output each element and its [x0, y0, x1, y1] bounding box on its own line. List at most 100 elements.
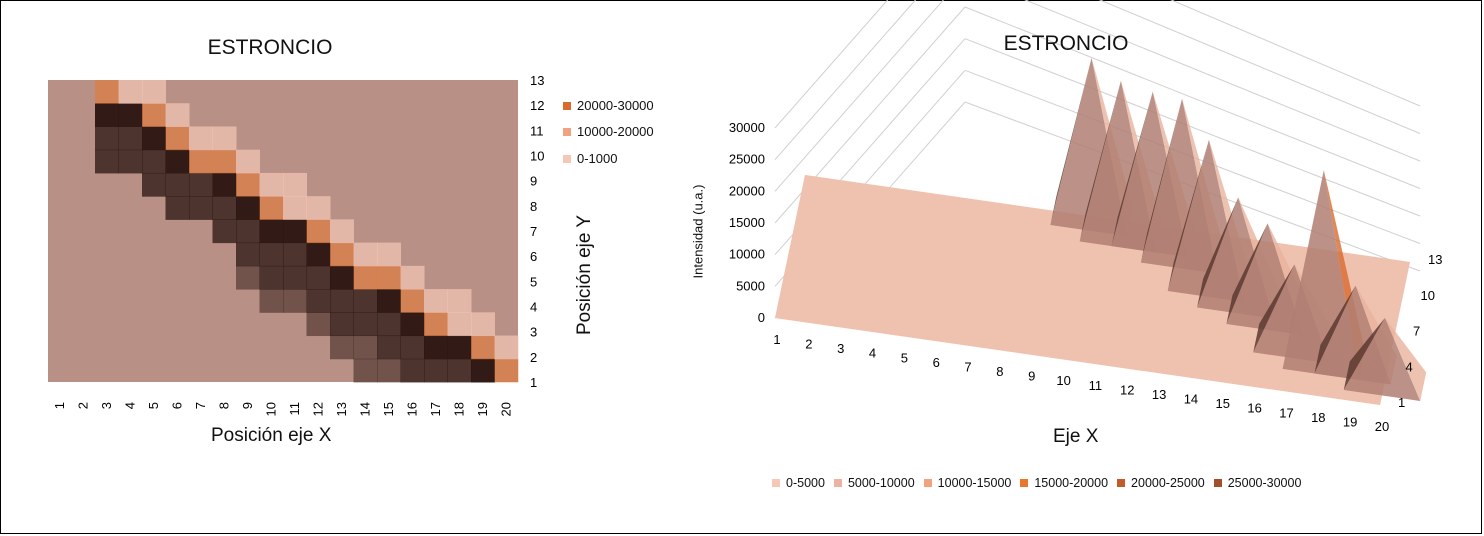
- surface-x-tick: 12: [1120, 382, 1134, 397]
- surface-floor: [775, 175, 1410, 405]
- heatmap-x-tick: 11: [287, 402, 302, 416]
- heatmap-cell: [95, 103, 119, 127]
- heatmap-cell: [212, 172, 237, 197]
- surface-z-tick: 30000: [729, 120, 765, 135]
- surface-depth-tick: 4: [1406, 359, 1413, 374]
- heatmap-cell: [95, 126, 119, 151]
- heatmap-cell: [259, 172, 284, 197]
- heatmap-x-tick: 17: [428, 402, 443, 416]
- heatmap-x-tick: 1: [52, 402, 67, 409]
- surface-depth-tick: 7: [1413, 324, 1420, 339]
- surface-z-tick: 10000: [729, 247, 765, 262]
- heatmap-x-tick: 7: [193, 402, 208, 409]
- heatmap-cell: [330, 219, 354, 244]
- heatmap-cell: [189, 149, 213, 174]
- surface-legend-item-5: 20000-25000: [1117, 476, 1205, 490]
- surface-x-tick: 5: [901, 350, 908, 365]
- surface-z-tick: 25000: [729, 152, 765, 167]
- surface-x-tick: 2: [805, 337, 812, 352]
- heatmap-x-tick: 14: [357, 402, 372, 416]
- heatmap-cell: [118, 80, 143, 104]
- heatmap-cell: [283, 242, 307, 267]
- heatmap-y-tick: 12: [530, 98, 544, 113]
- heatmap-legend-swatch-2: [563, 127, 571, 136]
- heatmap-cell: [142, 80, 166, 104]
- surface-legend-label-2: 5000-10000: [847, 476, 915, 490]
- surface-x-tick: 10: [1056, 373, 1070, 388]
- surface-legend-item-4: 15000-20000: [1020, 476, 1108, 490]
- heatmap-cell: [142, 149, 166, 174]
- heatmap-cell: [165, 196, 190, 220]
- heatmap-cell: [165, 126, 190, 151]
- heatmap-cell: [353, 358, 378, 383]
- heatmap-cell: [142, 172, 166, 197]
- heatmap-cell: [377, 335, 401, 360]
- heatmap-cell: [306, 289, 331, 313]
- heatmap-cell: [165, 149, 190, 174]
- heatmap-cell: [353, 312, 378, 337]
- heatmap-cell: [447, 289, 472, 313]
- heatmap-cell: [306, 196, 331, 220]
- heatmap-x-tick: 9: [240, 402, 255, 409]
- heatmap-cell: [377, 289, 401, 313]
- surface-z-tick: 5000: [736, 278, 765, 293]
- heatmap-cell: [283, 172, 307, 197]
- heatmap-y-tick: 1: [530, 375, 537, 390]
- heatmap-y-tick: 9: [530, 174, 537, 189]
- heatmap-cell: [236, 265, 260, 290]
- surface-x-tick: 1: [773, 332, 780, 347]
- surface-peak-face: [1111, 91, 1153, 247]
- heatmap-y-tick: 3: [530, 325, 537, 340]
- heatmap-cell: [447, 312, 472, 337]
- surface-x-tick: 9: [1028, 369, 1035, 384]
- heatmap-y-tick: 8: [530, 199, 537, 214]
- surface-peak-face: [1343, 317, 1421, 401]
- heatmap-y-tick: 10: [530, 149, 544, 164]
- heatmap-legend-item-3: 0-1000: [563, 151, 617, 166]
- heatmap-cell: [95, 80, 119, 104]
- surface-z-tick: 0: [758, 310, 765, 325]
- heatmap-legend-swatch-3: [563, 154, 571, 163]
- heatmap-cell: [259, 196, 284, 220]
- heatmap-cell: [424, 358, 448, 383]
- surface-peak-face: [1226, 223, 1268, 324]
- surface-legend-label-3: 10000-15000: [937, 476, 1012, 490]
- heatmap-x-tick: 10: [263, 402, 278, 416]
- surface-x-tick: 13: [1152, 387, 1166, 402]
- surface-x-tick: 17: [1279, 405, 1293, 420]
- heatmap-cell: [165, 172, 190, 197]
- surface-legend-item-1: 0-5000: [772, 476, 825, 490]
- surface-x-tick: 16: [1247, 401, 1261, 416]
- heatmap-x-tick: 16: [404, 402, 419, 416]
- surface-z-tick: 20000: [729, 183, 765, 198]
- heatmap-cell: [283, 196, 307, 220]
- heatmap-x-tick: 15: [381, 402, 396, 416]
- heatmap-y-tick: 5: [530, 274, 537, 289]
- heatmap-cell: [471, 335, 495, 360]
- surface-legend-item-2: 5000-10000: [833, 476, 915, 490]
- heatmap-cell: [377, 312, 401, 337]
- heatmap-cell: [353, 242, 378, 267]
- surface-legend-label-4: 15000-20000: [1034, 476, 1109, 490]
- surface-legend-swatch-2: [833, 479, 842, 487]
- heatmap-cell: [165, 103, 190, 127]
- surface-legend-swatch-6: [1213, 479, 1222, 487]
- heatmap-cell: [189, 196, 213, 220]
- surface-x-tick: 20: [1375, 419, 1389, 434]
- heatmap-cell: [377, 358, 401, 383]
- heatmap-cell: [118, 126, 143, 151]
- heatmap-cell: [236, 196, 260, 220]
- heatmap-cell: [212, 149, 237, 174]
- surface-depth-tick: 13: [1428, 252, 1442, 267]
- heatmap-cell: [118, 103, 143, 127]
- surface-depth-tick: 10: [1421, 288, 1435, 303]
- surface-x-axis-title: Eje X: [1053, 426, 1099, 447]
- heatmap-cell: [494, 335, 519, 360]
- heatmap-cell: [424, 289, 448, 313]
- heatmap-cell: [353, 265, 378, 290]
- heatmap-legend-swatch-1: [563, 101, 571, 110]
- heatmap-cell: [236, 172, 260, 197]
- heatmap-x-tick: 4: [122, 402, 137, 409]
- heatmap-cell: [259, 289, 284, 313]
